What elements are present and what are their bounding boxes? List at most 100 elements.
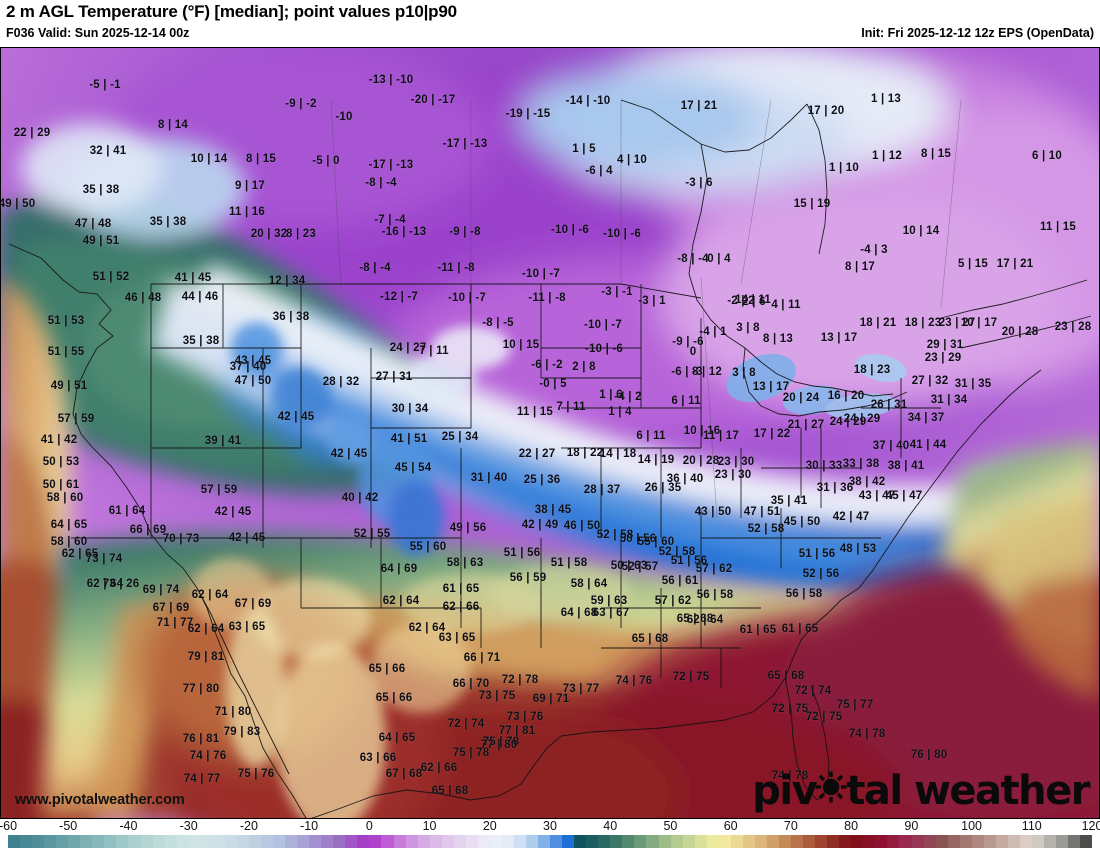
colorbar-tick: 40 <box>603 819 618 833</box>
colorbar-swatch <box>1044 835 1057 848</box>
colorbar-tick: 30 <box>543 819 557 833</box>
colorbar-swatch <box>1056 835 1069 848</box>
colorbar-swatch <box>574 835 587 848</box>
colorbar-tick: 50 <box>663 819 678 833</box>
colorbar-swatch <box>610 835 623 848</box>
colorbar-swatch <box>68 835 81 848</box>
colorbar-swatch <box>32 835 45 848</box>
colorbar-swatch <box>971 835 984 848</box>
colorbar-swatch <box>393 835 406 848</box>
colorbar-swatch <box>995 835 1008 848</box>
colorbar-swatch <box>453 835 466 848</box>
colorbar-swatch <box>321 835 334 848</box>
temperature-map[interactable]: 22 | 29 32 | 41 35 | 38 49 | 50 47 | 48 35 | … <box>0 47 1100 819</box>
colorbar-swatch <box>766 835 779 848</box>
colorbar-swatch <box>586 835 599 848</box>
colorbar-swatch <box>839 835 852 848</box>
colorbar-tick: 10 <box>422 819 437 833</box>
colorbar-swatch <box>779 835 792 848</box>
colorbar-swatch <box>248 835 261 848</box>
colorbar-swatch <box>875 835 888 848</box>
colorbar-swatch <box>345 835 358 848</box>
colorbar-tick: -40 <box>119 819 138 833</box>
colorbar-swatch <box>1031 835 1045 848</box>
colorbar-swatch <box>417 835 430 848</box>
colorbar-swatch <box>140 835 153 848</box>
colorbar-swatch <box>1080 835 1093 848</box>
colorbar-swatch <box>152 835 165 848</box>
colorbar-swatch <box>730 835 743 848</box>
colorbar-swatch <box>297 835 310 848</box>
colorbar-swatch <box>513 835 527 848</box>
colorbar-swatch <box>429 835 442 848</box>
page-title: 2 m AGL Temperature (°F) [median]; point… <box>6 2 457 21</box>
colorbar-swatch <box>923 835 936 848</box>
colorbar-swatch <box>92 835 105 848</box>
colorbar-tick: 80 <box>844 819 859 833</box>
colorbar-tick: -50 <box>59 819 78 833</box>
colorbar-tick: 60 <box>723 819 738 833</box>
colorbar-swatch <box>742 835 755 848</box>
colorbar-swatch <box>80 835 93 848</box>
colorbar-swatch <box>1068 835 1081 848</box>
colorbar-swatch <box>598 835 611 848</box>
site-url-watermark: www.pivotalweather.com <box>15 792 185 808</box>
colorbar-swatch <box>128 835 141 848</box>
colorbar-swatch <box>176 835 189 848</box>
colorbar-swatch <box>634 835 647 848</box>
colorbar-swatch <box>694 835 707 848</box>
colorbar-swatch <box>309 835 322 848</box>
colorbar-swatch <box>116 835 129 848</box>
colorbar-tick-labels: -60 -50 -40 -30 -20 -10 0 10 20 30 40 50 60 70 80 90 100… <box>0 819 1100 835</box>
colorbar-swatch <box>236 835 249 848</box>
colorbar-swatch <box>851 835 864 848</box>
colorbar-tick: 0 <box>365 819 373 833</box>
colorbar-swatch <box>20 835 33 848</box>
colorbar-swatch <box>791 835 804 848</box>
colorbar-swatch <box>333 835 346 848</box>
colorbar-swatch <box>827 835 840 848</box>
colorbar-swatch <box>803 835 816 848</box>
colorbar-swatch <box>164 835 177 848</box>
colorbar-swatch <box>863 835 876 848</box>
colorbar-swatch <box>212 835 225 848</box>
brand-text-pre: piv <box>752 768 817 814</box>
colorbar-swatch <box>562 835 575 848</box>
colorbar-swatch <box>273 835 286 848</box>
colorbar-swatch <box>200 835 213 848</box>
colorbar-swatch <box>501 835 514 848</box>
colorbar-swatch <box>489 835 502 848</box>
colorbar-tick: -60 <box>0 819 18 833</box>
colorbar-swatch <box>477 835 490 848</box>
colorbar-swatch <box>658 835 671 848</box>
colorbar-swatch <box>947 835 960 848</box>
colorbar-tick: 20 <box>482 819 497 833</box>
colorbar-swatch <box>911 835 924 848</box>
colorbar-swatch <box>526 835 539 848</box>
colorbar-tick: 110 <box>1021 819 1042 833</box>
colorbar-tick: -20 <box>239 819 258 833</box>
colorbar-swatch <box>622 835 635 848</box>
colorbar-tick: 90 <box>904 819 919 833</box>
colorbar-swatch <box>682 835 695 848</box>
header-bar: 2 m AGL Temperature (°F) [median]; point… <box>0 0 1100 47</box>
brand-text-post: tal weather <box>846 768 1090 814</box>
colorbar-swatch <box>381 835 394 848</box>
brand-watermark: piv tal weather <box>752 768 1090 814</box>
colorbar-swatch <box>441 835 454 848</box>
colorbar-swatch <box>8 835 21 848</box>
colorbar-swatch <box>959 835 972 848</box>
colorbar-tick: -10 <box>300 819 319 833</box>
colorbar-swatch <box>754 835 767 848</box>
colorbar-swatch <box>369 835 382 848</box>
colorbar-swatch <box>56 835 69 848</box>
colorbar-swatch <box>899 835 912 848</box>
colorbar-tick: 70 <box>783 819 798 833</box>
colorbar-tick: -30 <box>179 819 198 833</box>
colorbar-tick: 100 <box>961 819 982 833</box>
colorbar-swatch <box>260 835 274 848</box>
init-time-label: Init: Fri 2025-12-12 12z EPS (OpenData) <box>861 26 1094 40</box>
colorbar-legend[interactable]: -60 -50 -40 -30 -20 -10 0 10 20 30 40 50 60 70 80 90 100… <box>0 819 1100 850</box>
colorbar-swatch <box>550 835 563 848</box>
colorbar-gradient <box>8 835 1093 848</box>
